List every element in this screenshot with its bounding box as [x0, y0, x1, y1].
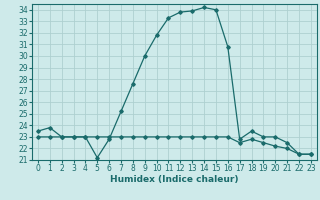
- X-axis label: Humidex (Indice chaleur): Humidex (Indice chaleur): [110, 175, 239, 184]
